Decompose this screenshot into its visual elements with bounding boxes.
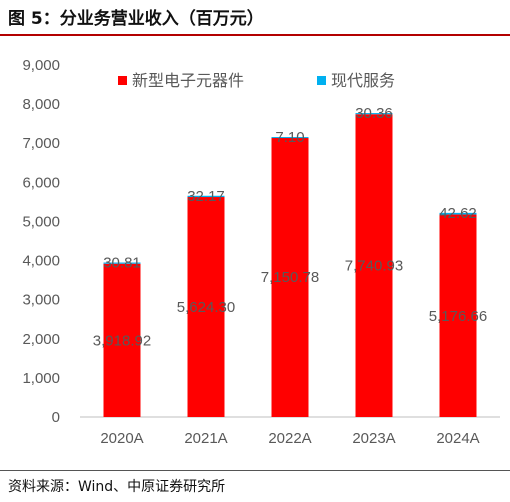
x-tick-label: 2020A (100, 430, 143, 447)
bar-electronic-components (271, 137, 309, 417)
data-label-electronic-components: 5,624.30 (177, 299, 235, 316)
legend-electronic-components-label: 新型电子元器件 (132, 72, 244, 90)
data-label-electronic-components: 3,918.92 (93, 332, 151, 349)
legend-electronic-components-swatch (118, 76, 127, 85)
bar-modern-services (187, 195, 225, 198)
x-tick-label: 2021A (184, 430, 227, 447)
x-tick-label: 2024A (436, 430, 479, 447)
y-tick-label: 8,000 (22, 96, 60, 113)
x-tick-label: 2022A (268, 430, 311, 447)
bar-electronic-components (187, 197, 225, 417)
bar-electronic-components (439, 214, 477, 417)
y-tick-label: 6,000 (22, 174, 60, 191)
y-tick-label: 9,000 (22, 57, 60, 74)
revenue-by-segment-chart: 0 1,000 2,000 3,000 4,000 5,000 6,000 7,000 8,00… (22, 57, 500, 447)
data-label-modern-services: 32.17 (187, 188, 225, 205)
bar-modern-services (271, 137, 309, 139)
data-label-modern-services: 30.81 (103, 255, 141, 272)
y-tick-label: 3,000 (22, 292, 60, 309)
footer-divider (0, 470, 510, 471)
x-tick-label: 2023A (352, 430, 395, 447)
legend-modern-services-label: 现代服务 (331, 72, 395, 90)
data-label-modern-services: 30.36 (355, 105, 393, 122)
data-label-modern-services: 42.62 (439, 205, 477, 222)
y-tick-label: 2,000 (22, 331, 60, 348)
data-label-electronic-components: 5,176.66 (429, 308, 487, 325)
figure-title: 图 5：分业务营业收入（百万元） (8, 9, 264, 29)
y-tick-label: 4,000 (22, 253, 60, 270)
bar-modern-services (103, 262, 141, 264)
y-tick-label: 1,000 (22, 370, 60, 387)
y-tick-label: 7,000 (22, 135, 60, 152)
bar-modern-services (439, 212, 477, 215)
bar-electronic-components (355, 114, 393, 418)
legend-modern-services-swatch (317, 76, 326, 85)
bar-modern-services (355, 113, 393, 115)
data-label-modern-services: 7.10 (275, 129, 304, 146)
y-tick-label: 5,000 (22, 213, 60, 230)
y-tick-label: 0 (52, 409, 60, 426)
bar-electronic-components (103, 263, 141, 417)
title-bar: 图 5：分业务营业收入（百万元） (0, 0, 510, 36)
source-note: 资料来源：Wind、中原证券研究所 (8, 479, 226, 495)
data-label-electronic-components: 7,740.93 (345, 258, 403, 275)
data-label-electronic-components: 7,150.78 (261, 269, 319, 286)
